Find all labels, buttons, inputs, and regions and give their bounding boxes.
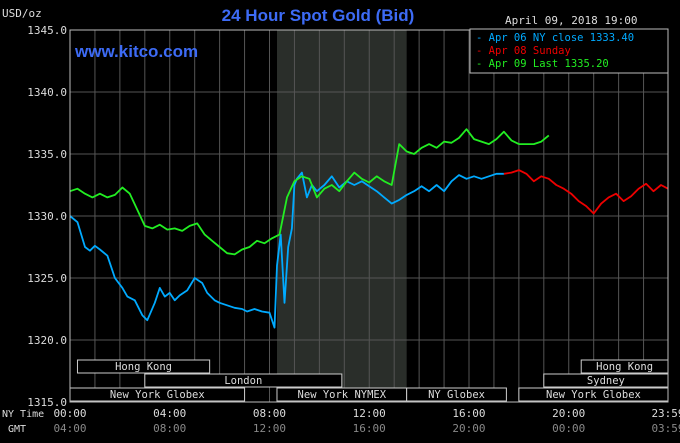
- ny-time-label: NY Time: [2, 409, 44, 420]
- x-tick-label-ny: 23:59: [651, 407, 680, 420]
- y-tick-label: 1345.0: [27, 24, 67, 37]
- x-tick-label-ny: 04:00: [153, 407, 186, 420]
- y-tick-label: 1335.0: [27, 148, 67, 161]
- date-label: April 09, 2018 19:00: [505, 14, 637, 27]
- legend-box: [469, 28, 669, 74]
- session-bar: Sydney: [543, 373, 669, 388]
- y-tick-label: 1340.0: [27, 86, 67, 99]
- legend-entry: - Apr 08 Sunday: [476, 45, 571, 57]
- gmt-label: GMT: [8, 424, 26, 435]
- session-bar: New York NYMEX: [276, 387, 408, 402]
- session-label: New York NYMEX: [298, 389, 387, 401]
- x-tick-label-gmt: 04:00: [53, 422, 86, 435]
- session-bar: NY Globex: [406, 387, 507, 402]
- session-bar: Hong Kong: [76, 359, 211, 374]
- legend: - Apr 06 NY close 1333.40- Apr 08 Sunday…: [469, 28, 669, 74]
- legend-entry: - Apr 06 NY close 1333.40: [476, 32, 634, 44]
- session-label: New York Globex: [546, 389, 641, 401]
- watermark: www.kitco.com: [74, 42, 198, 61]
- session-bar: New York Globex: [518, 387, 669, 402]
- session-bar: Hong Kong: [580, 359, 669, 374]
- x-tick-label-gmt: 20:00: [452, 422, 485, 435]
- session-label: Hong Kong: [596, 361, 653, 373]
- x-tick-label-gmt: 12:00: [253, 422, 286, 435]
- x-tick-label-ny: 08:00: [253, 407, 286, 420]
- chart-title: 24 Hour Spot Gold (Bid): [222, 6, 415, 25]
- y-tick-label: 1320.0: [27, 334, 67, 347]
- session-bar-box: [144, 373, 343, 388]
- x-tick-label-gmt: 16:00: [353, 422, 386, 435]
- session-label: Hong Kong: [115, 361, 172, 373]
- session-bar: New York Globex: [69, 387, 246, 402]
- unit-label: USD/oz: [2, 7, 42, 20]
- y-tick-label: 1325.0: [27, 272, 67, 285]
- series-line: [69, 171, 504, 329]
- x-tick-label-ny: 20:00: [552, 407, 585, 420]
- plot-frame: [69, 29, 669, 403]
- y-axis: 1345.0 1340.0 1335.0 1330.0 1325.0 1320.0 1315…: [27, 24, 67, 409]
- x-tick-label-ny: 00:00: [53, 407, 86, 420]
- x-tick-label-gmt: 00:00: [552, 422, 585, 435]
- series-line: [69, 128, 550, 256]
- session-bar: London: [144, 373, 343, 388]
- y-tick-label: 1315.0: [27, 396, 67, 409]
- x-tick-label-ny: 16:00: [452, 407, 485, 420]
- session-label: Sydney: [587, 375, 625, 387]
- series-line: [503, 169, 669, 215]
- session-bar-box: [406, 387, 507, 402]
- x-tick-label-gmt: 08:00: [153, 422, 186, 435]
- x-axis: 00:00 04:00 08:00 12:00 16:00 20:00 23:59 04:00…: [53, 407, 680, 435]
- x-tick-label-gmt: 03:59: [651, 422, 680, 435]
- session-label: New York Globex: [110, 389, 205, 401]
- legend-entry: - Apr 09 Last 1335.20: [476, 58, 609, 70]
- session-label: NY Globex: [428, 389, 485, 401]
- x-tick-label-ny: 12:00: [353, 407, 386, 420]
- session-label: London: [224, 375, 262, 387]
- y-tick-label: 1330.0: [27, 210, 67, 223]
- session-bar-box: [76, 359, 211, 374]
